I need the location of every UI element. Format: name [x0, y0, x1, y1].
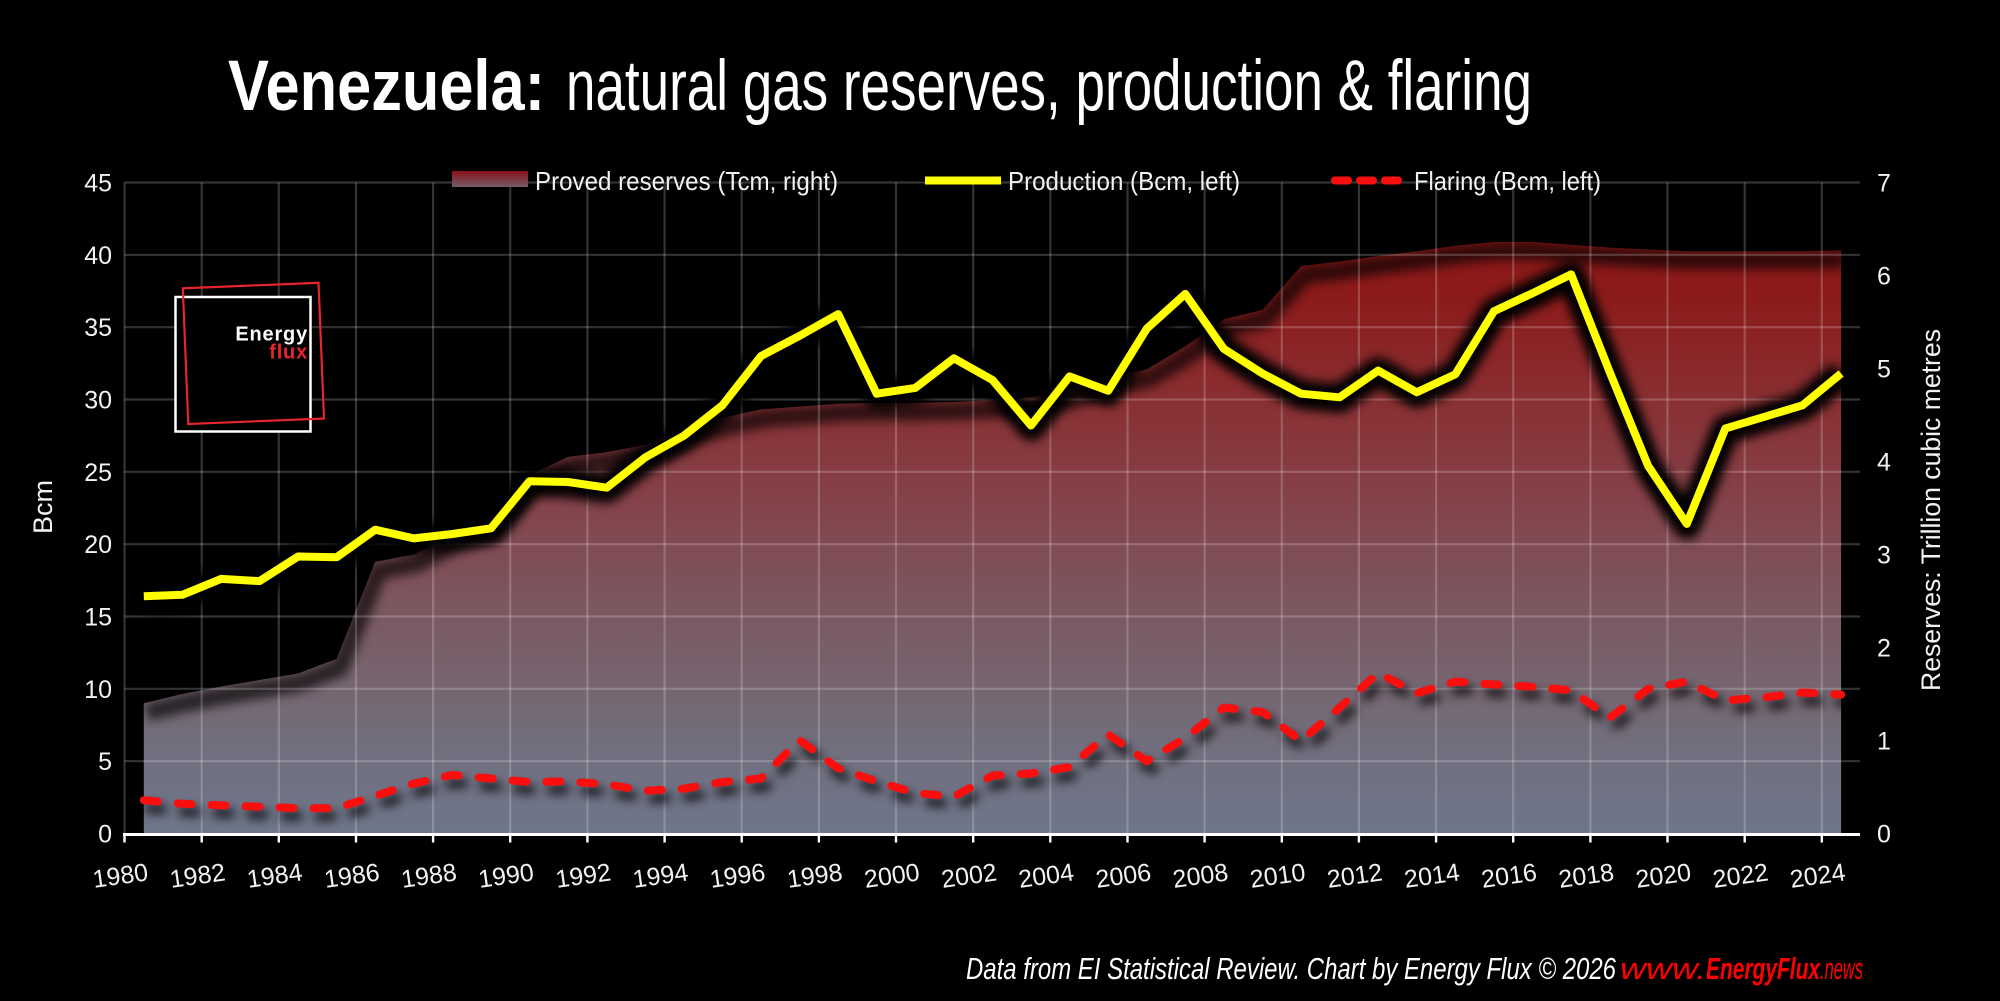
- svg-text:6: 6: [1877, 263, 1891, 291]
- svg-text:0: 0: [98, 821, 112, 849]
- svg-text:20: 20: [84, 531, 112, 559]
- svg-text:30: 30: [84, 387, 112, 415]
- svg-text:EnergyFlux: EnergyFlux: [1706, 951, 1821, 986]
- svg-text:3: 3: [1877, 542, 1891, 570]
- svg-text:Reserves: Trillion cubic metre: Reserves: Trillion cubic metres: [1916, 329, 1946, 691]
- svg-text:Production (Bcm, left): Production (Bcm, left): [1008, 166, 1240, 196]
- svg-text:www.: www.: [1620, 951, 1706, 986]
- svg-text:35: 35: [84, 314, 112, 342]
- svg-text:Proved reserves (Tcm, right): Proved reserves (Tcm, right): [535, 166, 838, 196]
- svg-text:Data from EI Statistical Revie: Data from EI Statistical Review. Chart b…: [966, 951, 1617, 986]
- svg-text:.news: .news: [1820, 951, 1863, 986]
- svg-text:Venezuela:: Venezuela:: [228, 47, 545, 126]
- svg-text:flux: flux: [269, 342, 308, 364]
- svg-text:7: 7: [1877, 170, 1891, 198]
- svg-text:2: 2: [1877, 635, 1891, 663]
- svg-text:5: 5: [1877, 356, 1891, 384]
- svg-text:natural gas reserves, producti: natural gas reserves, production & flari…: [566, 47, 1532, 126]
- svg-text:Flaring (Bcm, left): Flaring (Bcm, left): [1414, 166, 1601, 196]
- svg-text:4: 4: [1877, 449, 1891, 477]
- svg-text:Bcm: Bcm: [28, 480, 58, 534]
- svg-text:Energy: Energy: [235, 324, 308, 346]
- svg-text:0: 0: [1877, 821, 1891, 849]
- svg-text:15: 15: [84, 604, 112, 632]
- svg-text:25: 25: [84, 459, 112, 487]
- svg-text:40: 40: [84, 242, 112, 270]
- svg-text:45: 45: [84, 170, 112, 198]
- svg-text:1: 1: [1877, 728, 1891, 756]
- svg-text:10: 10: [84, 676, 112, 704]
- svg-text:5: 5: [98, 748, 112, 776]
